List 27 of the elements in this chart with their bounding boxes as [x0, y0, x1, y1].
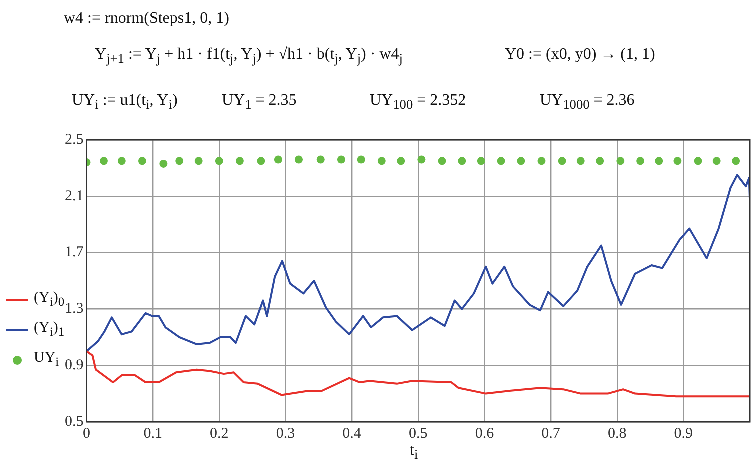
legend-label: (Y$_{i}$)$_{0}$ — [34, 290, 65, 310]
x-tick-label: 0.8 — [608, 426, 627, 442]
y-tick-label: 0.5 — [65, 414, 84, 430]
x-tick-label: 0.4 — [342, 426, 362, 442]
y-tick-label: 2.5 — [65, 132, 84, 148]
x-tick-label: 0.9 — [674, 426, 694, 442]
x-tick-label: 0.3 — [276, 426, 296, 442]
y-tick-label: 0.9 — [65, 358, 84, 374]
x-tick-label: 0.5 — [409, 426, 428, 442]
text: Y0 := (x0, y0) → (1, 1) — [505, 46, 656, 64]
y-tick-label: 1.3 — [65, 301, 84, 318]
x-tick-label: 0.7 — [542, 426, 561, 442]
x-tick-label: 0.1 — [144, 426, 162, 442]
text: UY$_{100}$ = 2.352 — [370, 92, 466, 114]
x-tick-label: 0.2 — [210, 426, 229, 442]
text: UY$_{i}$ := u1(t$_{i}$, Y$_{i}$) — [72, 92, 178, 114]
text: w4 := rnorm(Steps1, 0, 1) — [64, 10, 230, 28]
x-tick-label: 0.6 — [475, 426, 495, 442]
x-axis-title: t$_{i}$ — [410, 442, 418, 464]
text: UY$_{1000}$ = 2.36 — [540, 92, 635, 114]
y-tick-label: 2.1 — [65, 188, 84, 204]
x-tick-label: 0 — [83, 426, 90, 442]
y-tick-label: 1.7 — [65, 244, 84, 261]
legend-label: (Y$_{i}$)$_{1}$ — [34, 320, 65, 340]
legend-label: UY$_{i}$ — [34, 350, 60, 370]
text: UY$_{1}$ = 2.35 — [222, 92, 297, 114]
text: Y$_{j+1}$ := Y$_{j}$ + h1 · f1(t$_{j}$, Y$_{j}$) + √h1 · b(t$_{j}$, Y$_{j}$) · w4$_{j}$ — [95, 46, 403, 66]
